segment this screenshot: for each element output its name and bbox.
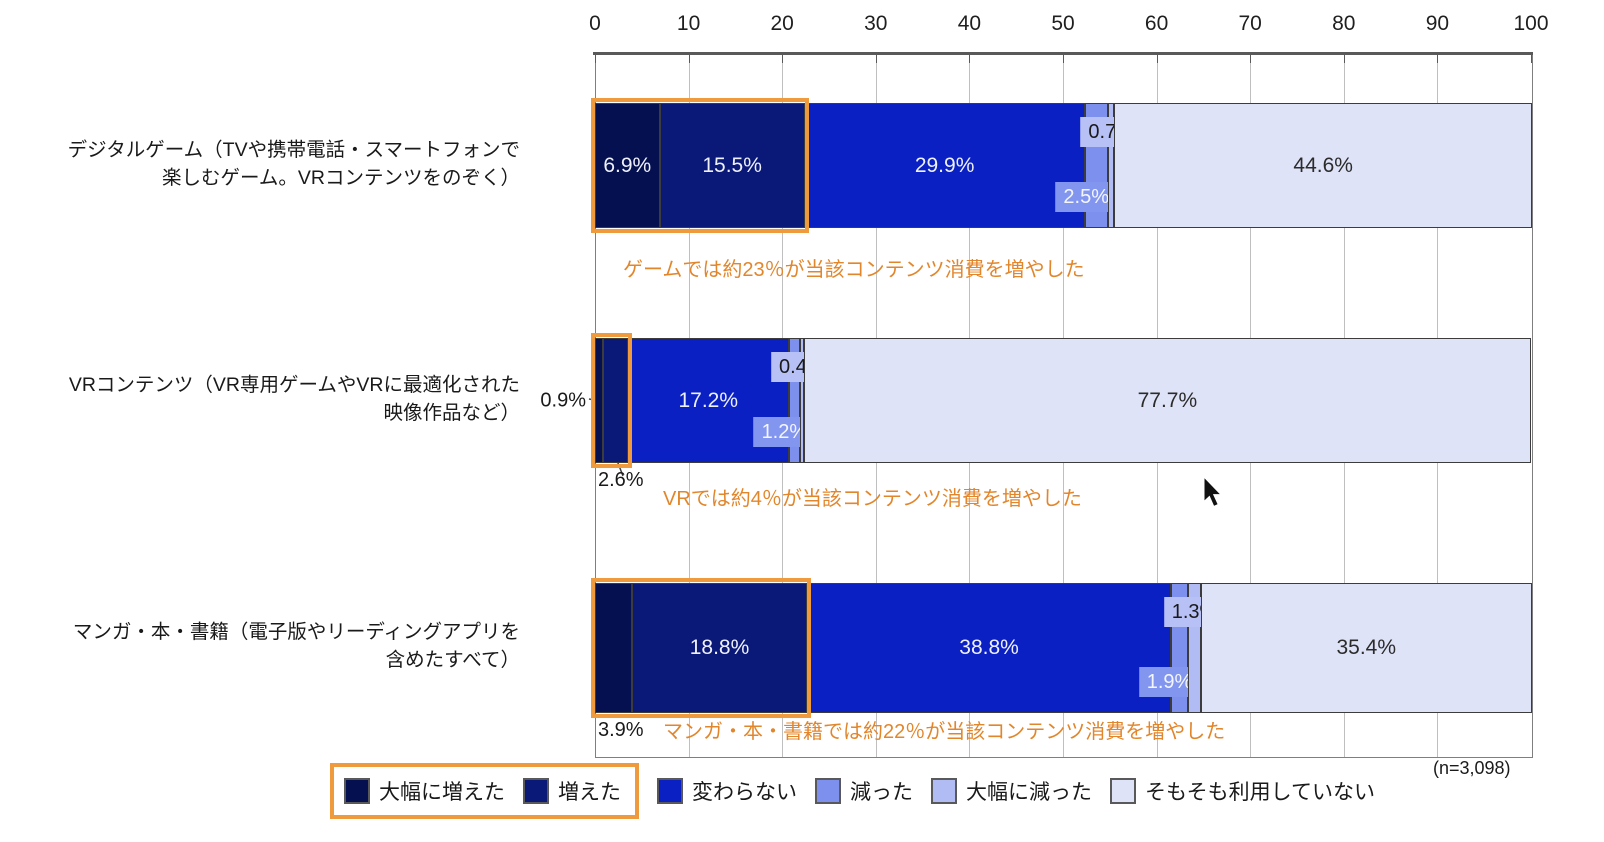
bar-segment-unchanged xyxy=(807,583,1171,713)
legend-swatch-sharply-increased xyxy=(344,778,370,804)
legend-swatch-sharply-decreased xyxy=(931,778,957,804)
x-axis-tickmark xyxy=(1250,55,1252,63)
bar-segment-not-using xyxy=(1200,583,1532,713)
bar-row: 6.9% 15.5% 29.9% 2.5% 0.7% 44.6% xyxy=(591,98,1532,233)
legend-highlight-group: 大幅に増えた 増えた xyxy=(330,763,639,819)
chart-legend: 大幅に増えた 増えた 変わらない 減った 大幅に減った そもそも利用していない xyxy=(330,763,1375,819)
bar-segment-increased xyxy=(659,103,805,228)
annotation-text: マンガ・本・書籍では約22％が当該コンテンツ消費を増やした xyxy=(663,721,1226,743)
x-axis-tickmark xyxy=(1343,55,1345,63)
legend-item-not-using: そもそも利用していない xyxy=(1110,776,1375,806)
sample-size-label: (n=3,098) xyxy=(1433,758,1511,778)
x-axis-tick-label: 0 xyxy=(589,12,601,35)
bar-segment-sharply-increased xyxy=(595,103,660,228)
x-axis-tickmark xyxy=(782,55,784,63)
segment-value-label-outside: 3.9% xyxy=(598,719,644,741)
x-axis-tickmark xyxy=(1437,55,1439,63)
segment-value-label: 77.7% xyxy=(1137,388,1198,412)
legend-label: 大幅に増えた xyxy=(379,781,505,804)
category-label-line: デジタルゲーム（TVや携帯電話・スマートフォンで xyxy=(67,138,520,161)
legend-swatch-increased xyxy=(523,778,549,804)
x-axis-tick-label: 100 xyxy=(1513,12,1549,35)
x-axis-tick-label: 50 xyxy=(1051,12,1075,35)
increase-highlight-box xyxy=(591,578,812,718)
bar-segment-unchanged xyxy=(804,103,1085,228)
category-label: VRコンテンツ（VR専用ゲームやVRに最適化された映像作品など） xyxy=(20,371,520,428)
legend-swatch-not-using xyxy=(1110,778,1136,804)
legend-item-sharply-decreased: 大幅に減った xyxy=(931,776,1092,806)
category-label-line: 映像作品など） xyxy=(383,401,520,424)
legend-item-sharply-increased: 大幅に増えた xyxy=(344,776,505,806)
legend-item-unchanged: 変わらない xyxy=(657,776,797,806)
bar-segment-increased xyxy=(631,583,808,713)
legend-label: 減った xyxy=(850,781,913,804)
segment-value-label-outside: 0.9% xyxy=(540,389,586,411)
annotation-text: ゲームでは約23％が当該コンテンツ消費を増やした xyxy=(623,259,1085,281)
segment-value-label: 38.8% xyxy=(959,636,1019,659)
x-axis-tickmark xyxy=(875,55,877,63)
x-axis-tickmark xyxy=(1531,55,1532,63)
x-axis-tickmark xyxy=(595,55,596,63)
x-axis-tick-label: 70 xyxy=(1238,12,1262,35)
category-label-line: マンガ・本・書籍（電子版やリーディングアプリを xyxy=(72,621,520,643)
x-axis-tickmark xyxy=(1063,55,1064,63)
bar-segment-sharply-decreased xyxy=(1107,103,1115,228)
x-axis-tick-label: 30 xyxy=(864,12,888,35)
bar-segment-not-using xyxy=(803,338,1531,463)
legend-swatch-decreased xyxy=(815,778,841,804)
increase-highlight-box xyxy=(591,333,632,468)
segment-value-label: 18.8% xyxy=(689,636,750,659)
x-axis-tick-label: 20 xyxy=(770,12,794,35)
category-label: デジタルゲーム（TVや携帯電話・スマートフォンで楽しむゲーム。VRコンテンツをの… xyxy=(20,136,520,193)
category-label-line: 含めたすべて） xyxy=(385,649,520,672)
bar-segment-decreased xyxy=(788,338,800,463)
segment-value-label: 6.9% xyxy=(603,153,652,177)
annotation-text: VRでは約4％が当該コンテンツ消費を増やした xyxy=(663,488,1082,510)
x-axis-tick-label: 40 xyxy=(957,12,982,35)
legend-label: 変わらない xyxy=(692,781,797,804)
category-label-line: 楽しむゲーム。VRコンテンツをのぞく） xyxy=(161,166,520,189)
bar-row: 3.9% 18.8% 38.8% 1.9% 1.3% 35.4% xyxy=(591,578,1532,741)
legend-item-decreased: 減った xyxy=(815,776,913,806)
segment-value-callout: 2.5% xyxy=(1055,182,1118,212)
segment-value-label: 29.9% xyxy=(914,153,975,177)
x-axis-tick-label: 90 xyxy=(1425,12,1450,35)
segment-value-label-outside: 2.6% xyxy=(598,469,644,491)
category-label: マンガ・本・書籍（電子版やリーディングアプリを含めたすべて） xyxy=(20,618,520,675)
legend-item-increased: 増えた xyxy=(523,776,621,806)
bar-segment-sharply-decreased xyxy=(799,338,804,463)
segment-value-label: 35.4% xyxy=(1336,636,1397,659)
bar-segment-increased xyxy=(603,338,628,463)
bar-segment-sharply-increased xyxy=(595,338,604,463)
bar-row: 0.9% 2.6% 17.2% 1.2% 0.4% 77.7% xyxy=(540,333,1531,491)
segment-value-label: 44.6% xyxy=(1293,153,1353,177)
x-axis-tickmark xyxy=(688,55,690,63)
x-axis-tick-label: 10 xyxy=(676,12,701,35)
bar-segment-sharply-increased xyxy=(595,583,632,713)
segment-value-label: 17.2% xyxy=(678,388,739,412)
category-label-line: VRコンテンツ（VR専用ゲームやVRに最適化された xyxy=(68,373,520,396)
x-axis-tick-label: 80 xyxy=(1332,12,1356,35)
segment-value-label: 15.5% xyxy=(702,153,762,177)
x-axis-tick-label: 60 xyxy=(1144,12,1169,35)
bar-segment-not-using xyxy=(1114,103,1532,228)
x-axis-tickmark xyxy=(969,55,971,63)
legend-label: 増えた xyxy=(558,781,621,804)
increase-highlight-box xyxy=(591,98,809,233)
legend-label: そもそも利用していない xyxy=(1145,781,1375,804)
x-axis-line xyxy=(593,52,1533,55)
x-axis-tickmark xyxy=(1156,55,1158,63)
legend-label: 大幅に減った xyxy=(966,781,1092,804)
legend-swatch-unchanged xyxy=(657,778,683,804)
